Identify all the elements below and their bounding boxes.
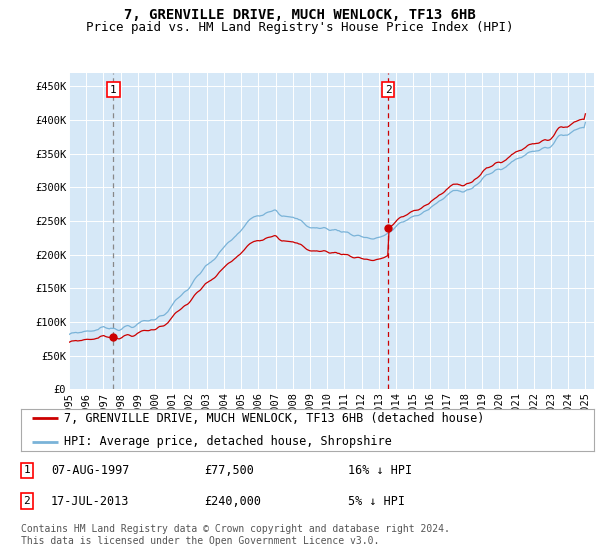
Text: 07-AUG-1997: 07-AUG-1997: [51, 464, 130, 477]
Text: 2: 2: [23, 496, 31, 506]
Text: Price paid vs. HM Land Registry's House Price Index (HPI): Price paid vs. HM Land Registry's House …: [86, 21, 514, 34]
Text: 16% ↓ HPI: 16% ↓ HPI: [348, 464, 412, 477]
Text: £77,500: £77,500: [204, 464, 254, 477]
Text: 7, GRENVILLE DRIVE, MUCH WENLOCK, TF13 6HB: 7, GRENVILLE DRIVE, MUCH WENLOCK, TF13 6…: [124, 8, 476, 22]
Text: 5% ↓ HPI: 5% ↓ HPI: [348, 494, 405, 508]
Text: 1: 1: [110, 85, 117, 95]
Text: 17-JUL-2013: 17-JUL-2013: [51, 494, 130, 508]
Text: 2: 2: [385, 85, 392, 95]
Text: Contains HM Land Registry data © Crown copyright and database right 2024.
This d: Contains HM Land Registry data © Crown c…: [21, 524, 450, 546]
Text: £240,000: £240,000: [204, 494, 261, 508]
Text: 7, GRENVILLE DRIVE, MUCH WENLOCK, TF13 6HB (detached house): 7, GRENVILLE DRIVE, MUCH WENLOCK, TF13 6…: [64, 412, 484, 424]
Text: 1: 1: [23, 465, 31, 475]
Text: HPI: Average price, detached house, Shropshire: HPI: Average price, detached house, Shro…: [64, 435, 392, 448]
